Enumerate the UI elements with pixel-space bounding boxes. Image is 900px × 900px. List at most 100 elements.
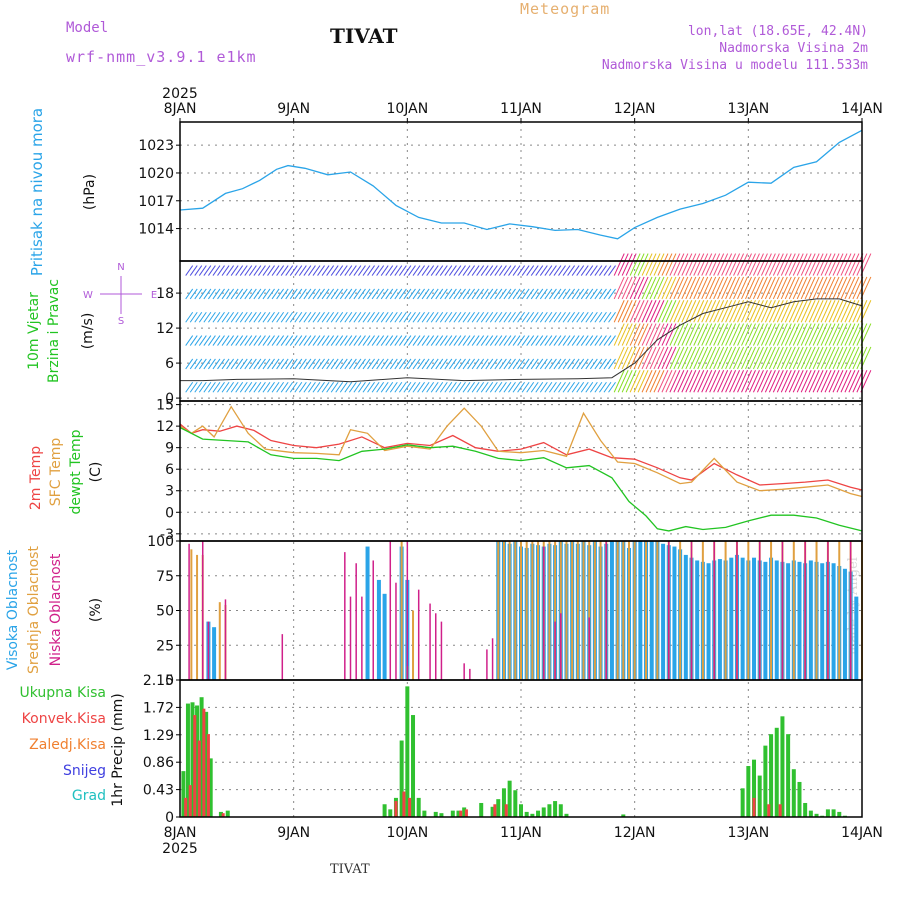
wind-barb [226, 311, 235, 323]
cloud-bar [588, 541, 591, 680]
wind-barb [321, 265, 330, 276]
wind-barb [745, 323, 756, 346]
wind-barb [599, 311, 607, 323]
wind-barb [189, 311, 198, 323]
wind-barb [344, 335, 353, 346]
station-height: Nadmorska Visina 2m [719, 41, 868, 56]
y-tick-label: 0 [165, 391, 174, 407]
wind-barb [258, 265, 266, 276]
wind-barb [458, 288, 466, 300]
cloud-bar [440, 621, 443, 680]
wind-barb [271, 265, 280, 276]
wind-barb [221, 335, 230, 346]
wind-barb [498, 265, 507, 276]
wind-barb [471, 311, 480, 323]
wind-barb [562, 311, 571, 323]
wind-barb [262, 311, 271, 323]
y-tick-label: 100 [147, 534, 174, 550]
wind-barb [629, 323, 641, 346]
wind-barb [576, 381, 585, 393]
wind-barb [792, 323, 804, 346]
wind-barb [335, 335, 344, 346]
wind-barb [394, 311, 403, 323]
wind-barb [435, 381, 444, 393]
cloud-bar [645, 541, 648, 680]
wind-barb [844, 253, 856, 276]
wind-barb [498, 335, 507, 346]
cloud-bar [804, 541, 806, 680]
wind-barb [508, 335, 516, 346]
wind-barb [705, 346, 717, 370]
wind-barb [412, 288, 421, 300]
wind-barb [389, 335, 398, 346]
wind-barb [480, 335, 489, 346]
wind-barb [836, 300, 848, 323]
wind-barb [585, 335, 594, 346]
wind-barb [367, 335, 375, 346]
wind-barb [426, 381, 435, 393]
panel-frame-temperature [179, 400, 863, 542]
wind-barb [262, 265, 271, 276]
cloud-bar [554, 621, 556, 680]
wind-barb [408, 288, 416, 300]
wind-barb [792, 300, 804, 323]
wind-barb [485, 381, 494, 393]
wind-barb [535, 265, 544, 276]
wind-barb [417, 335, 425, 346]
wind-barb [439, 335, 448, 346]
wind-barb [285, 265, 294, 276]
wind-barb [453, 335, 462, 346]
wind-barb [756, 370, 768, 393]
wind-barb [508, 311, 516, 323]
wind-barb [768, 276, 780, 300]
wind-barb [267, 335, 275, 346]
wind-barb [335, 381, 344, 393]
wind-ylabel: 10m Vjetar [26, 292, 42, 370]
wind-barb [394, 335, 403, 346]
wind-barb [467, 288, 475, 300]
wind-barb [435, 265, 444, 276]
wind-barb [244, 265, 253, 276]
wind-barb [800, 253, 812, 276]
wind-barb [836, 323, 848, 346]
precip-bar [763, 745, 768, 817]
wind-barb [645, 253, 657, 276]
wind-barb [768, 300, 780, 323]
wind-barb [476, 311, 485, 323]
wind-barb [394, 288, 403, 300]
wind-barb [608, 358, 616, 370]
wind-barb [326, 288, 335, 300]
wind-barb [836, 370, 848, 393]
wind-barb [780, 370, 792, 393]
wind-barb [189, 381, 198, 393]
wind-barb [603, 381, 612, 393]
wind-barb [530, 311, 539, 323]
wind-barb [828, 276, 840, 300]
wind-barb [485, 311, 494, 323]
wind-barb [621, 300, 633, 323]
wind-barb [285, 358, 294, 370]
cloud-bar [576, 541, 579, 680]
wind-barb [371, 265, 380, 276]
wind-barb [629, 253, 641, 276]
wind-barb [788, 323, 800, 346]
wind-barb [248, 335, 257, 346]
time-tick-bottom: 14JAN [841, 825, 883, 841]
wind-barb [681, 346, 693, 370]
cloud-bar [497, 541, 500, 680]
wind-barb [749, 370, 760, 393]
wind-barb [844, 370, 856, 393]
wind-barb [629, 276, 641, 300]
wind-barb [244, 311, 253, 323]
wind-barb [768, 346, 780, 370]
wind-barb [820, 323, 832, 346]
wind-barb [709, 346, 721, 370]
wind-barb [203, 335, 212, 346]
wind-barb [226, 265, 235, 276]
y-tick-label: 6 [165, 356, 174, 372]
wind-barb [371, 335, 380, 346]
wind-barb [645, 370, 657, 393]
wind-barb [613, 370, 625, 393]
wind-barb [403, 311, 412, 323]
wind-barb [526, 335, 535, 346]
